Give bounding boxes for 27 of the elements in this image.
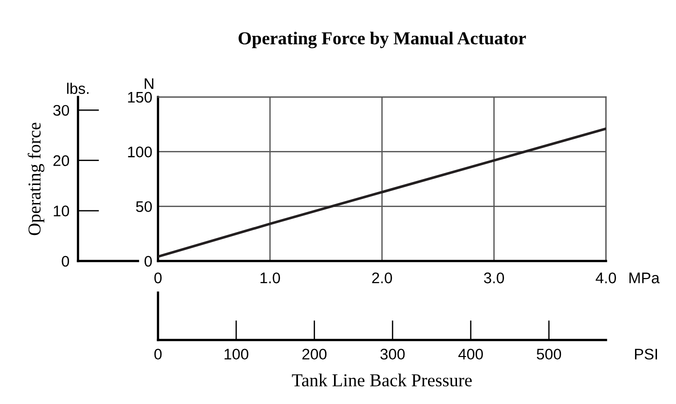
y-tick-label: 0 (62, 256, 70, 267)
y-tick-label: 10 (54, 206, 70, 216)
x-axis-title: Tank Line Back Pressure (292, 374, 472, 386)
x-tick-label: 2.0 (372, 272, 392, 284)
x-tick-label: 0 (154, 272, 162, 284)
text: lbs. (67, 82, 88, 94)
x-tick-label: 3.0 (484, 272, 504, 284)
x2-tick-label: 300 (380, 348, 405, 360)
chart-title: Operating Force by Manual Actuator (238, 32, 526, 48)
x2-tick-label: 200 (302, 348, 327, 360)
x2-tick-label: 100 (224, 348, 248, 360)
y2-tick-label: 50 (136, 201, 152, 212)
y-tick-label: 30 (53, 104, 70, 116)
y2-tick-label: 150 (128, 92, 152, 103)
y2-tick-label: 0 (144, 256, 152, 267)
x2-tick-label: 0 (154, 348, 162, 360)
x2-axis-title: PSI (635, 348, 657, 360)
text: MPa (629, 272, 660, 284)
y2-axis-title: N (144, 78, 154, 89)
y-tick-label: 20 (53, 155, 70, 166)
line-series (158, 127, 606, 258)
x2-tick-label: 400 (458, 348, 483, 360)
y-axis-title: Operating force (28, 122, 44, 236)
x-tick-label: 4.0 (596, 272, 616, 284)
x-tick-label: 1.0 (260, 272, 280, 284)
x2-tick-label: 500 (536, 348, 562, 360)
y2-tick-label: 100 (128, 146, 152, 158)
